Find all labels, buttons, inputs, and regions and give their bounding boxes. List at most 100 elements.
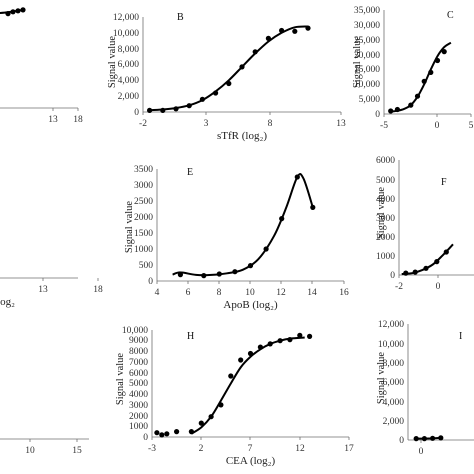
x-tick-label: -3 — [148, 444, 156, 454]
y-tick-label: 10,000 — [113, 29, 139, 39]
x-axis-title: CEA (log₂) — [226, 455, 276, 467]
y-axis-title: Signal value — [376, 352, 387, 405]
y-tick-label: 5000 — [376, 176, 395, 186]
x-tick-label: 16 — [339, 288, 349, 298]
data-point — [421, 78, 427, 84]
data-point — [159, 432, 165, 438]
x-tick-label: 3 — [204, 119, 209, 129]
y-tick-label: 6000 — [129, 369, 148, 379]
y-tick-label: 2500 — [134, 197, 153, 207]
y-tick-label: 1000 — [129, 422, 148, 432]
data-point — [226, 80, 232, 87]
y-tick-label: 3000 — [376, 214, 395, 224]
data-point — [279, 216, 285, 222]
data-point — [218, 402, 224, 408]
fit-curve — [414, 436, 443, 440]
data-point — [310, 204, 316, 210]
panel-letter: C — [447, 10, 454, 21]
plot-area — [0, 7, 26, 17]
panel-d: 13 18 log₂ — [0, 0, 103, 308]
fit-curve — [390, 41, 452, 113]
data-point — [154, 430, 160, 436]
panel-letter: B — [177, 12, 184, 23]
y-axis-title: Signal value — [124, 201, 135, 254]
x-tick-label: 13 — [48, 115, 58, 125]
data-point — [15, 8, 21, 14]
data-point — [305, 25, 311, 31]
data-point — [173, 106, 179, 112]
x-tick-label: 0 — [419, 447, 424, 457]
data-point — [287, 337, 293, 343]
data-point — [292, 28, 298, 34]
fit-curve — [0, 0, 43, 278]
y-tick-label: 20,000 — [354, 51, 380, 61]
x-axis-title: sTfR (log₂) — [217, 130, 267, 142]
y-tick-label: 12,000 — [378, 320, 404, 330]
data-point — [297, 332, 303, 338]
x-tick-label: 10 — [245, 288, 255, 298]
panel-f: -2020100020003000400050006000Signal valu… — [376, 156, 474, 292]
y-tick-label: 2000 — [376, 233, 395, 243]
x-tick-label: 5 — [469, 121, 474, 131]
x-tick-label: 0 — [435, 121, 440, 131]
y-tick-label: 12,000 — [113, 13, 139, 23]
data-point — [201, 273, 207, 279]
data-point — [265, 35, 271, 42]
y-tick-label: 2,000 — [118, 92, 140, 102]
data-point — [177, 272, 183, 278]
data-point — [160, 107, 166, 113]
data-point — [208, 414, 214, 420]
y-tick-label: 4000 — [376, 195, 395, 205]
y-tick-label: 15,000 — [354, 65, 380, 75]
plot-area — [388, 41, 452, 114]
data-point — [232, 269, 238, 275]
y-tick-label: 2000 — [134, 213, 153, 223]
y-tick-label: 4,000 — [383, 398, 405, 408]
y-tick-label: 9000 — [129, 336, 148, 346]
plot-area — [154, 332, 313, 438]
data-point — [188, 429, 194, 435]
data-point — [252, 49, 258, 55]
panel-letter: I — [459, 331, 462, 342]
y-tick-label: 1500 — [134, 229, 153, 239]
y-tick-label: 35,000 — [354, 6, 380, 16]
y-tick-label: 6,000 — [383, 378, 405, 388]
y-tick-label: 0 — [134, 108, 139, 118]
data-point — [438, 435, 444, 441]
data-point — [239, 64, 245, 70]
y-tick-label: 5000 — [129, 379, 148, 389]
data-point — [174, 429, 180, 435]
data-point — [414, 93, 421, 99]
x-tick-label: 18 — [73, 115, 83, 125]
panel-c: -5 0 505,00010,00015,00020,00025,00030,000… — [352, 6, 474, 131]
x-tick-label: 8 — [268, 119, 273, 129]
y-tick-label: 1000 — [376, 252, 395, 262]
x-tick-label: 12 — [295, 444, 305, 454]
y-tick-label: 3000 — [134, 181, 153, 191]
x-tick-label: -5 — [380, 121, 388, 131]
panel-letter: E — [187, 167, 193, 178]
fit-curve — [149, 25, 309, 112]
data-point — [413, 436, 419, 442]
data-point — [412, 269, 418, 275]
x-tick-label: -2 — [395, 282, 403, 292]
x-tick-label: 7 — [248, 444, 253, 454]
y-tick-label: 30,000 — [354, 21, 380, 31]
y-tick-label: 3500 — [134, 165, 153, 175]
data-point — [199, 96, 205, 102]
y-tick-label: 500 — [139, 261, 154, 271]
x-tick-label: 4 — [155, 288, 160, 298]
data-point — [307, 333, 313, 339]
y-tick-label: 8000 — [129, 347, 148, 357]
fit-curve — [190, 336, 305, 435]
data-point — [247, 350, 254, 357]
x-tick-label: -2 — [139, 119, 147, 129]
x-axis-title: ApoB (log₂) — [223, 299, 278, 311]
y-tick-label: 10,000 — [378, 340, 404, 350]
y-axis-title: Signal value — [352, 36, 363, 89]
panel-b: -2 3 8 13 0 2,000 4,000 6,000 8,000 10,000 12,000 s… — [107, 12, 346, 142]
y-axis-title: Signal value — [376, 187, 387, 240]
plot-area — [172, 173, 316, 279]
data-point — [164, 431, 170, 437]
data-point — [441, 49, 447, 55]
